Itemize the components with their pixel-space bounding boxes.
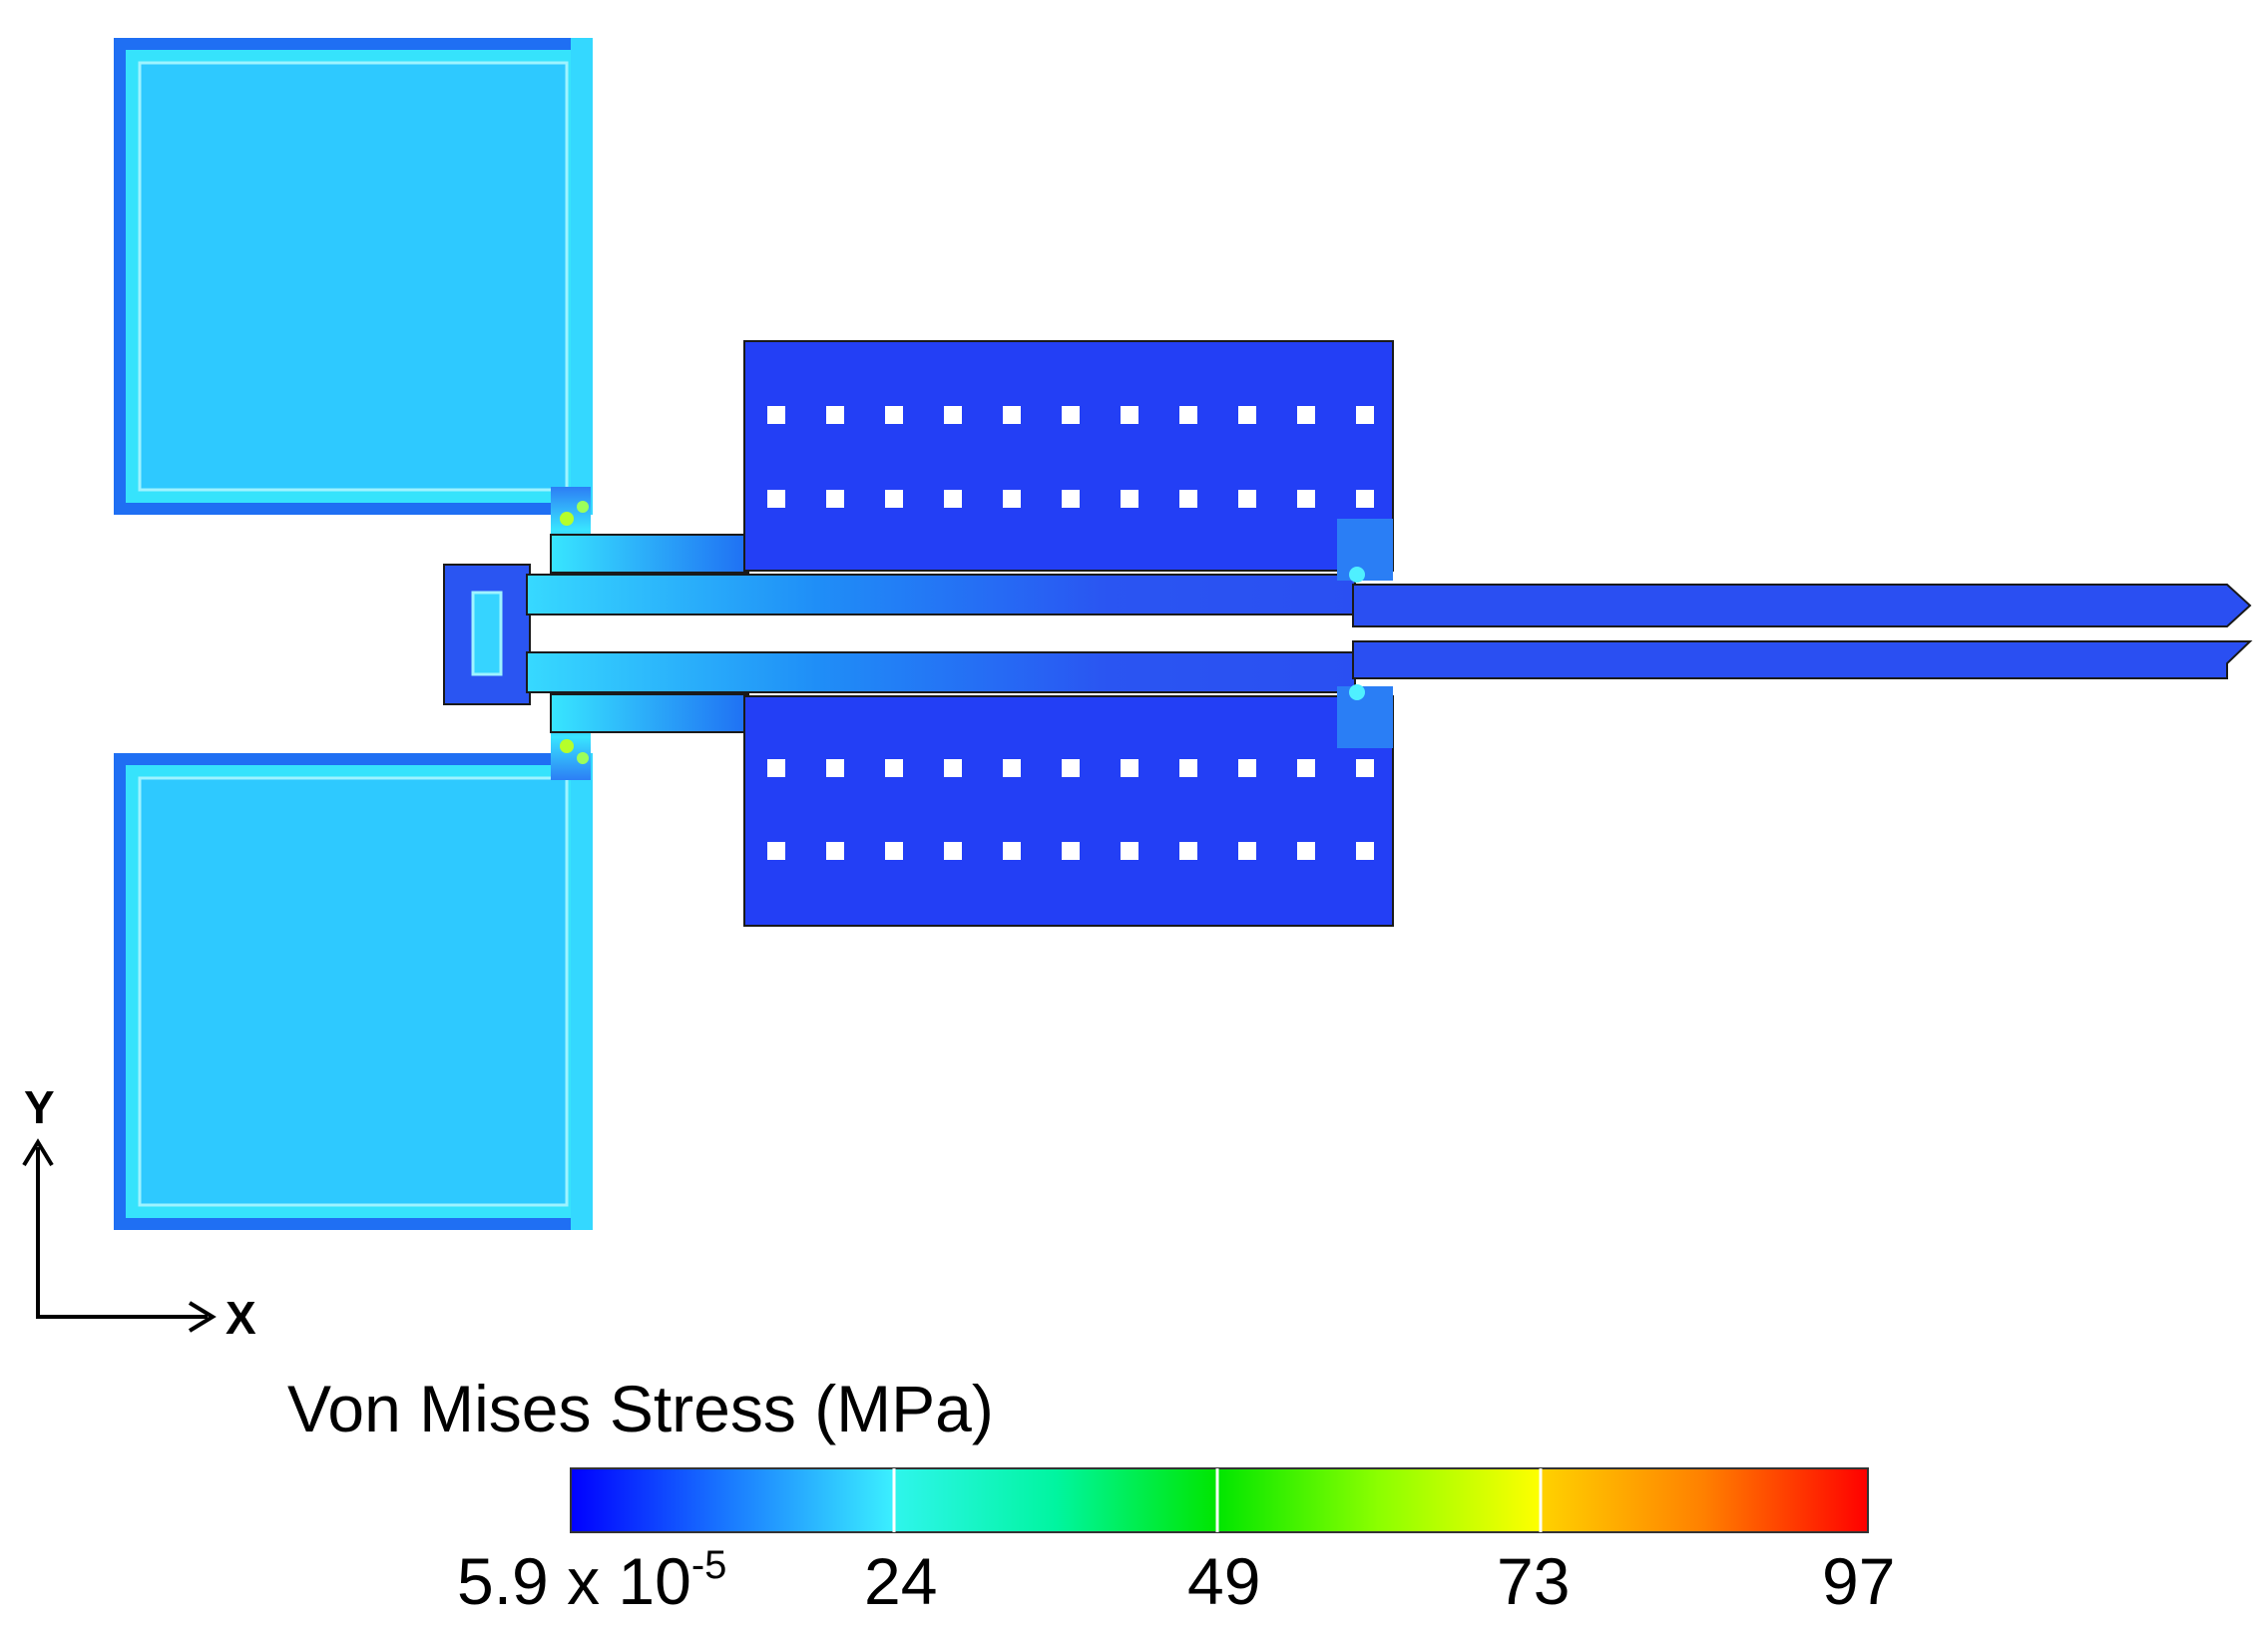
connector-arm-bottom	[550, 693, 749, 780]
perforation-holes-bottom	[767, 759, 1374, 860]
folded-beam-top	[526, 574, 1356, 615]
connector-arm-top	[550, 487, 749, 574]
anchor-pad-bottom	[114, 753, 593, 1230]
legend-tick-49: 49	[1187, 1544, 1260, 1618]
legend-tick-min-exponent: -5	[691, 1543, 727, 1587]
x-arrow-icon	[188, 1301, 217, 1333]
comb-block-top	[743, 340, 1394, 583]
gripper-finger-bottom	[1352, 640, 2253, 679]
legend-tick-min: 5.9 x 10-5	[457, 1543, 726, 1618]
y-axis-label: Y	[24, 1081, 55, 1133]
color-scale-bar	[570, 1467, 1869, 1533]
anchor-pad-top	[114, 38, 593, 515]
gripper-finger-top	[1352, 584, 2252, 627]
shuttle-block	[443, 564, 531, 705]
coordinate-axes: Y X	[22, 1081, 256, 1344]
folded-beam-bottom	[526, 651, 1356, 693]
legend-tick-24: 24	[864, 1544, 937, 1618]
perforation-holes-top	[767, 406, 1374, 508]
legend-tick-97: 97	[1822, 1544, 1895, 1618]
legend-tick-73: 73	[1497, 1544, 1570, 1618]
legend: Von Mises Stress (MPa) 5.9 x 10-5 24 49 …	[287, 1372, 1895, 1618]
y-arrow-icon	[22, 1138, 54, 1167]
comb-block-bottom	[743, 684, 1394, 927]
x-axis-label: X	[226, 1292, 256, 1344]
legend-tick-min-base: 5.9 x 10	[457, 1544, 691, 1618]
legend-title: Von Mises Stress (MPa)	[287, 1372, 994, 1445]
